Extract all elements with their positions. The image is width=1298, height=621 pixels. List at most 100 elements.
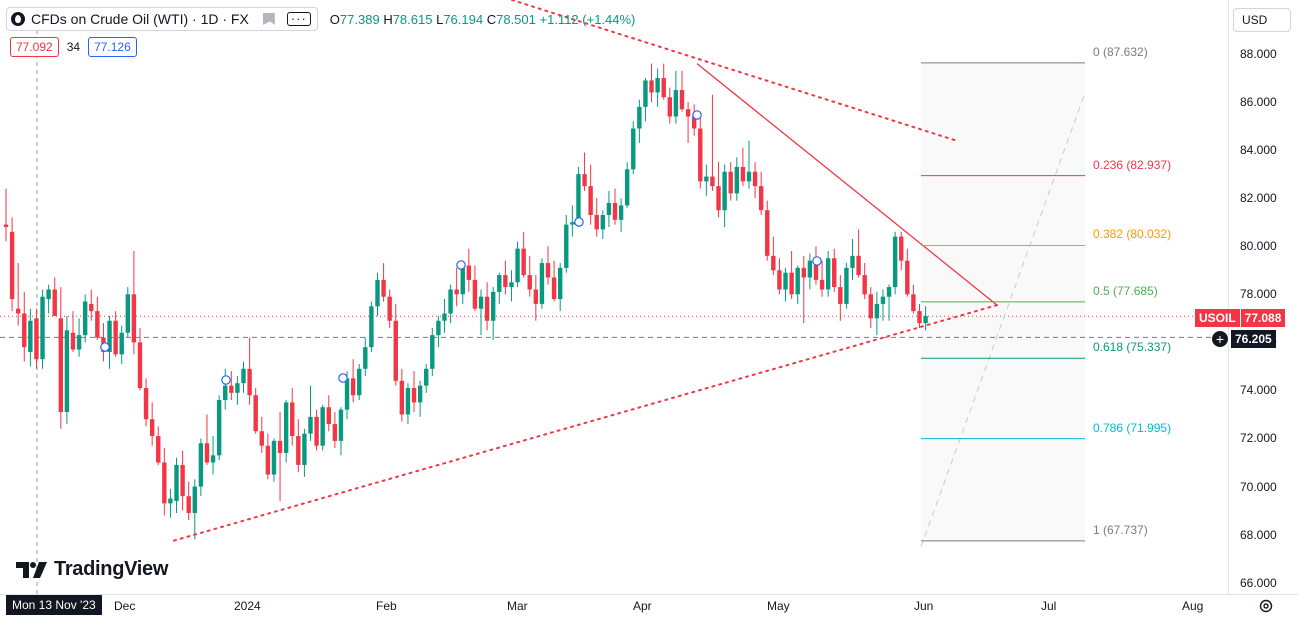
candle-body	[832, 258, 837, 288]
candle-body	[131, 294, 137, 343]
candle-body	[40, 296, 45, 360]
candle-body	[174, 464, 179, 501]
candle-body	[673, 90, 679, 117]
candle-body	[557, 267, 563, 300]
candle-body	[314, 416, 319, 446]
candle-body	[600, 215, 606, 230]
event-marker	[221, 375, 231, 385]
sell-price-button[interactable]: 77.092	[10, 37, 59, 57]
candle-body	[192, 486, 197, 513]
buy-price-button[interactable]: 77.126	[88, 37, 137, 57]
time-tick: Feb	[376, 599, 397, 613]
candle-body	[771, 255, 776, 271]
low-value: 76.194	[443, 11, 484, 27]
candle-body	[801, 267, 806, 278]
candle-body	[34, 318, 39, 360]
candle-body	[509, 282, 514, 288]
candle-body	[308, 416, 313, 434]
symbol-title[interactable]: CFDs on Crude Oil (WTI) · 1D · FX	[31, 11, 249, 27]
candle-body	[661, 78, 666, 98]
time-tick: Aug	[1182, 599, 1204, 613]
candle-body	[478, 296, 484, 309]
candle-body	[125, 294, 130, 333]
candle-body	[740, 166, 746, 182]
fib-level-label: 1 (67.737)	[1093, 522, 1148, 537]
candle-body	[241, 368, 246, 384]
candle-body	[807, 260, 813, 278]
time-axis[interactable]	[0, 594, 1298, 621]
candle-body	[838, 287, 843, 304]
candle-body	[685, 109, 691, 117]
candle-body	[168, 498, 173, 504]
candle-body	[880, 296, 886, 304]
candle-body	[710, 176, 715, 187]
candle-body	[229, 385, 234, 393]
candle-body	[156, 436, 161, 463]
event-marker	[338, 373, 348, 383]
open-label: O	[329, 11, 340, 27]
price-tick: 80.000	[1240, 239, 1277, 254]
candle-body	[722, 171, 727, 211]
candle-body	[655, 78, 660, 93]
candle-body	[728, 171, 733, 194]
more-icon[interactable]: ···	[286, 12, 311, 26]
price-tick: 70.000	[1240, 479, 1277, 494]
time-tick: May	[767, 599, 790, 613]
candle-body	[235, 383, 240, 393]
fib-level-label: 0.5 (77.685)	[1093, 283, 1158, 298]
candle-body	[430, 335, 435, 369]
open-value: 77.389	[339, 11, 380, 27]
candle-body	[497, 275, 502, 292]
candle-body	[570, 222, 575, 225]
candle-body	[758, 186, 764, 211]
candle-body	[204, 443, 210, 463]
symbol-search-button[interactable]: CFDs on Crude Oil (WTI) · 1D · FX ···	[6, 7, 318, 31]
close-label: C	[486, 11, 497, 27]
candle-body	[746, 171, 752, 182]
low-label: L	[436, 11, 444, 27]
candle-body	[180, 464, 185, 497]
candle-body	[95, 311, 100, 338]
candle-body	[539, 263, 545, 304]
plus-circle-icon[interactable]: +	[1211, 330, 1229, 348]
candle-body	[466, 265, 472, 280]
candle-body	[162, 462, 167, 504]
candle-body	[777, 270, 782, 290]
candle-body	[143, 388, 149, 420]
spread-value: 34	[66, 40, 81, 54]
candle-body	[9, 231, 15, 300]
candle-body	[691, 116, 697, 129]
price-tick: 84.000	[1240, 143, 1277, 158]
candle-body	[70, 332, 76, 350]
candle-body	[533, 289, 539, 304]
candle-body	[856, 255, 861, 276]
candle-body	[813, 260, 819, 280]
high-label: H	[383, 11, 393, 27]
candle-body	[265, 445, 271, 475]
currency-button[interactable]: USD	[1233, 8, 1291, 32]
candle-body	[369, 306, 374, 348]
flag-icon[interactable]	[262, 13, 275, 25]
price-axis[interactable]	[1228, 0, 1298, 594]
settings-icon[interactable]	[1258, 598, 1274, 614]
candle-body	[442, 313, 447, 321]
candle-body	[643, 80, 648, 107]
candle-body	[411, 388, 417, 403]
tradingview-logo[interactable]: TradingView	[16, 558, 168, 581]
candle-body	[892, 236, 898, 288]
price-tick: 74.000	[1240, 383, 1277, 398]
candle-body	[527, 275, 532, 290]
candle-body	[137, 342, 143, 389]
candle-body	[64, 330, 70, 413]
candle-body	[149, 419, 155, 437]
candle-body	[460, 265, 465, 295]
candle-body	[484, 296, 490, 321]
crosshair-price-value: 76.205	[1231, 330, 1276, 348]
tradingview-brand: TradingView	[54, 558, 169, 580]
candle-body	[210, 455, 216, 463]
symbol-legend: CFDs on Crude Oil (WTI) · 1D · FX ··· O7…	[6, 7, 635, 31]
candle-body	[819, 279, 825, 290]
candle-body	[350, 378, 356, 396]
candle-body	[58, 318, 64, 413]
